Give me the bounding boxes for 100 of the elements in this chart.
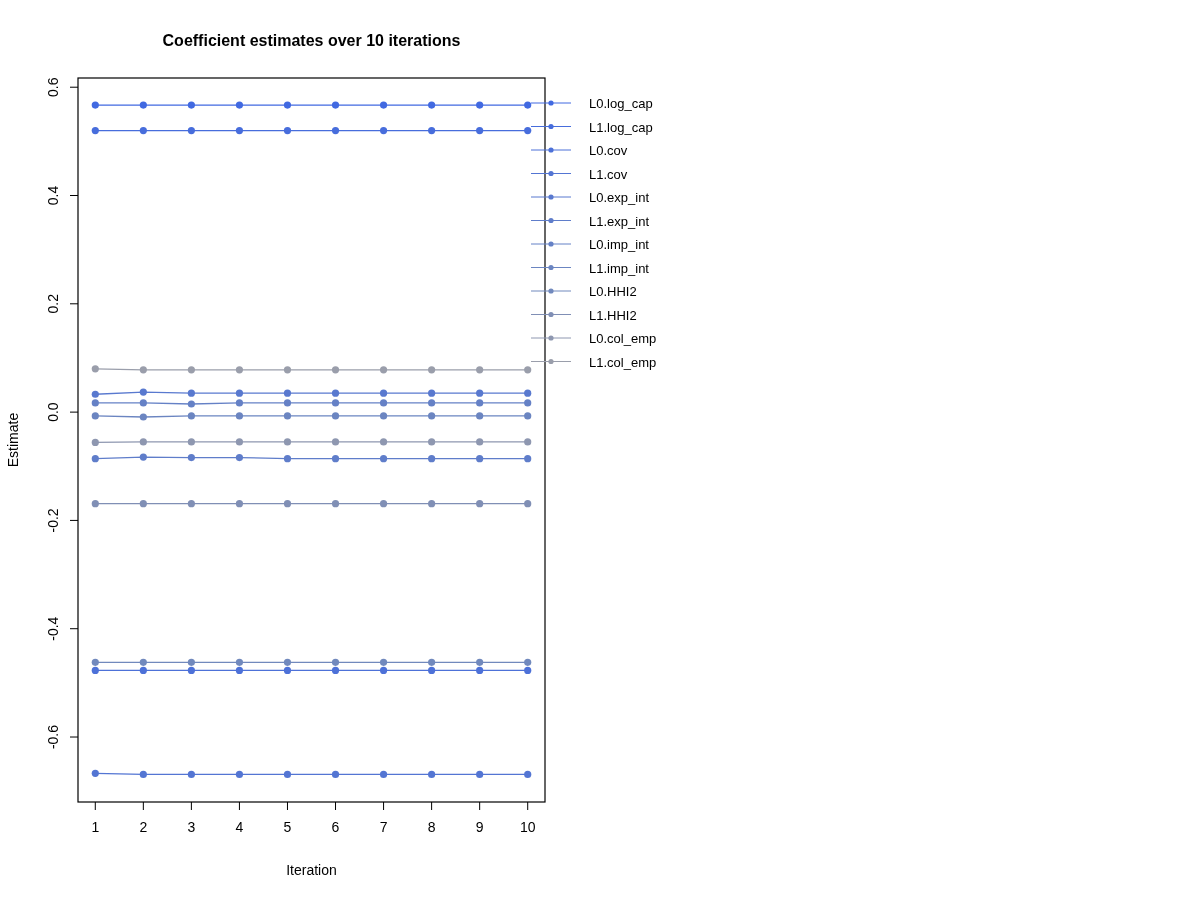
y-axis-title: Estimate — [5, 412, 21, 468]
point — [283, 399, 292, 407]
point — [524, 666, 532, 675]
legend-label: L0.imp_int — [589, 237, 650, 252]
point — [476, 412, 484, 420]
point — [235, 666, 244, 675]
point — [283, 101, 292, 109]
point — [139, 366, 147, 374]
point — [331, 389, 340, 397]
point — [235, 438, 244, 446]
legend-label: L1.exp_int — [589, 213, 650, 229]
point — [235, 454, 244, 462]
point — [187, 658, 195, 666]
point — [476, 101, 484, 109]
point — [379, 399, 388, 407]
point — [91, 365, 99, 373]
point — [91, 390, 99, 398]
point — [428, 666, 436, 675]
point — [331, 500, 340, 508]
legend-label: L1.cov — [589, 166, 628, 182]
point — [379, 770, 388, 778]
point — [524, 455, 532, 463]
y-tick-label: 0.6 — [45, 77, 61, 97]
point — [428, 412, 436, 420]
point — [379, 438, 388, 446]
point — [235, 101, 244, 109]
point — [91, 126, 99, 135]
point — [283, 770, 292, 778]
point — [283, 366, 292, 374]
point — [91, 666, 99, 675]
y-tick-label: -0.6 — [45, 724, 61, 750]
point — [139, 770, 147, 778]
x-tick-label: 4 — [235, 819, 244, 835]
point — [428, 500, 436, 508]
legend-label: L1.HHI2 — [589, 307, 637, 323]
legend-label: L1.imp_int — [589, 260, 650, 276]
chart-title: Coefficient estimates over 10 iterations — [162, 32, 461, 49]
point — [379, 658, 388, 666]
point — [524, 500, 532, 508]
point — [428, 399, 436, 407]
point — [139, 658, 147, 666]
x-axis-title: Iteration — [286, 862, 337, 878]
point — [428, 658, 436, 666]
x-tick-label: 9 — [475, 819, 484, 835]
point — [283, 666, 292, 675]
point — [331, 455, 340, 463]
point — [476, 438, 484, 446]
point — [331, 666, 340, 675]
legend-label: L0.exp_int — [589, 190, 650, 205]
point — [476, 126, 484, 135]
x-tick-label: 1 — [91, 819, 100, 835]
legend-label: L1.col_emp — [589, 354, 657, 370]
point — [524, 101, 532, 109]
point — [91, 455, 99, 463]
point — [476, 399, 484, 407]
point — [379, 500, 388, 508]
legend-label: L0.col_emp — [589, 331, 657, 346]
point — [91, 412, 99, 420]
point — [235, 658, 244, 666]
point — [139, 666, 147, 675]
x-tick-label: 2 — [139, 819, 148, 835]
point — [524, 770, 532, 778]
point — [524, 438, 532, 446]
point — [476, 500, 484, 508]
point — [331, 412, 340, 420]
point — [428, 438, 436, 446]
point — [235, 389, 244, 397]
point — [428, 126, 436, 135]
point — [187, 126, 195, 135]
point — [331, 770, 340, 778]
point — [187, 438, 195, 446]
point — [428, 101, 436, 109]
point — [283, 438, 292, 446]
point — [91, 101, 99, 109]
point — [476, 658, 484, 666]
legend-label: L1.log_cap — [589, 119, 653, 135]
point — [187, 400, 195, 408]
point — [187, 389, 195, 397]
x-tick-label: 3 — [187, 819, 196, 835]
point — [331, 658, 340, 666]
y-tick-label: -0.4 — [45, 616, 61, 641]
point — [91, 658, 99, 666]
point — [139, 388, 147, 396]
point — [379, 101, 388, 109]
point — [283, 500, 292, 508]
point — [235, 500, 244, 508]
point — [476, 366, 484, 374]
point — [187, 412, 195, 420]
point — [139, 413, 147, 421]
point — [428, 366, 436, 374]
y-tick-label: 0.0 — [45, 402, 61, 422]
point — [235, 126, 244, 135]
point — [187, 101, 195, 109]
point — [476, 770, 484, 778]
point — [139, 101, 147, 109]
point — [524, 658, 532, 666]
point — [139, 500, 147, 508]
point — [379, 455, 388, 463]
point — [428, 770, 436, 778]
point — [331, 366, 340, 374]
